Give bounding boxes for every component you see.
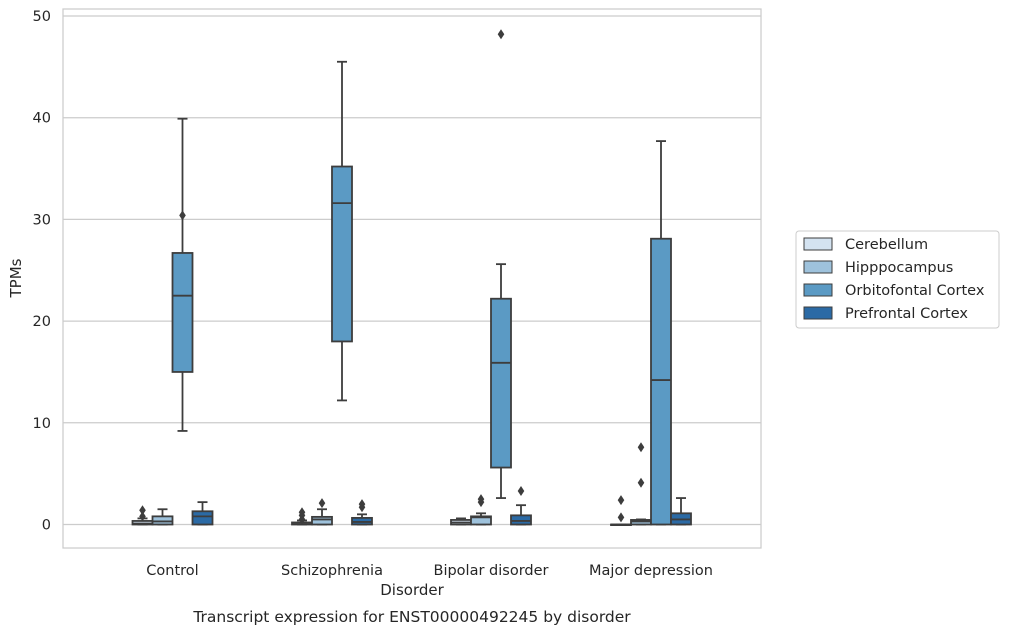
legend-label-prefrontal-cortex: Prefrontal Cortex xyxy=(845,306,968,322)
x-tick-label-bipolar-disorder: Bipolar disorder xyxy=(434,563,549,579)
box-iqr xyxy=(470,515,492,526)
box-iqr xyxy=(331,165,353,343)
outlier-point xyxy=(617,495,625,506)
x-axis-label: Disorder xyxy=(380,581,444,599)
box-cerebellum-bipolar-disorder xyxy=(450,517,472,526)
x-tick-label-major-depression: Major depression xyxy=(589,563,713,579)
box-iqr xyxy=(510,514,532,526)
legend-frame xyxy=(795,230,1000,329)
plot-frame xyxy=(62,8,762,549)
legend-label-orbitofontal-cortex: Orbitofontal Cortex xyxy=(845,283,985,299)
legend-label-cerebellum: Cerebellum xyxy=(845,237,928,253)
chart-caption: Transcript expression for ENST0000049224… xyxy=(192,608,631,626)
box-hipppocampus-bipolar-disorder xyxy=(470,494,492,526)
x-tick-labels: Control Schizophrenia Bipolar disorder Majo… xyxy=(146,563,713,579)
box-iqr xyxy=(191,510,214,526)
box-iqr xyxy=(490,297,512,469)
box-cerebellum-schizophrenia xyxy=(291,507,313,526)
box-iqr xyxy=(311,515,333,526)
y-tick-label-0: 0 xyxy=(42,518,51,534)
outlier-point xyxy=(617,512,625,523)
y-tick-label-40: 40 xyxy=(33,111,51,127)
legend-swatch-hipppocampus xyxy=(803,260,833,274)
y-axis-label: TPMs xyxy=(7,258,25,298)
box-orbitofontal-cortex-bipolar-disorder xyxy=(490,29,512,499)
y-tick-labels: 0 10 20 30 40 50 xyxy=(33,9,51,534)
box-hipppocampus-schizophrenia xyxy=(311,498,333,526)
box-iqr xyxy=(650,237,672,526)
y-tick-label-50: 50 xyxy=(33,9,51,25)
outlier-point xyxy=(497,29,505,40)
outlier-point xyxy=(179,210,186,221)
box-prefrontal-cortex-control xyxy=(191,501,214,526)
legend-swatch-cerebellum xyxy=(803,237,833,251)
outlier-point xyxy=(139,511,146,522)
x-tick-label-schizophrenia: Schizophrenia xyxy=(281,563,383,579)
box-prefrontal-cortex-schizophrenia xyxy=(351,499,373,526)
box-iqr xyxy=(151,515,174,526)
x-tick-label-control: Control xyxy=(146,563,198,579)
outlier-point xyxy=(477,494,485,505)
legend-label-hipppocampus: Hipppocampus xyxy=(845,260,953,276)
outlier-point xyxy=(298,507,306,518)
legend-swatch-orbitofontal-cortex xyxy=(803,283,833,297)
box-hipppocampus-control xyxy=(151,508,174,526)
legend: Cerebellum Hipppocampus Orbitofontal Corte… xyxy=(795,230,1000,329)
box-prefrontal-cortex-major-depression xyxy=(670,497,692,526)
outlier-point xyxy=(637,477,645,488)
outlier-point xyxy=(637,442,645,453)
legend-swatch-prefrontal-cortex xyxy=(803,306,833,320)
y-tick-label-30: 30 xyxy=(33,212,51,228)
y-tick-label-10: 10 xyxy=(33,416,51,432)
outlier-point xyxy=(358,499,366,510)
box-iqr xyxy=(171,252,194,373)
box-orbitofontal-cortex-major-depression xyxy=(650,140,672,526)
y-tick-label-20: 20 xyxy=(33,314,51,330)
outlier-point xyxy=(139,505,146,516)
box-orbitofontal-cortex-control xyxy=(171,117,194,432)
box-orbitofontal-cortex-schizophrenia xyxy=(331,60,353,402)
box-prefrontal-cortex-bipolar-disorder xyxy=(510,485,532,526)
outlier-point xyxy=(318,498,326,509)
box-layer xyxy=(131,29,692,527)
outlier-point xyxy=(517,485,525,496)
